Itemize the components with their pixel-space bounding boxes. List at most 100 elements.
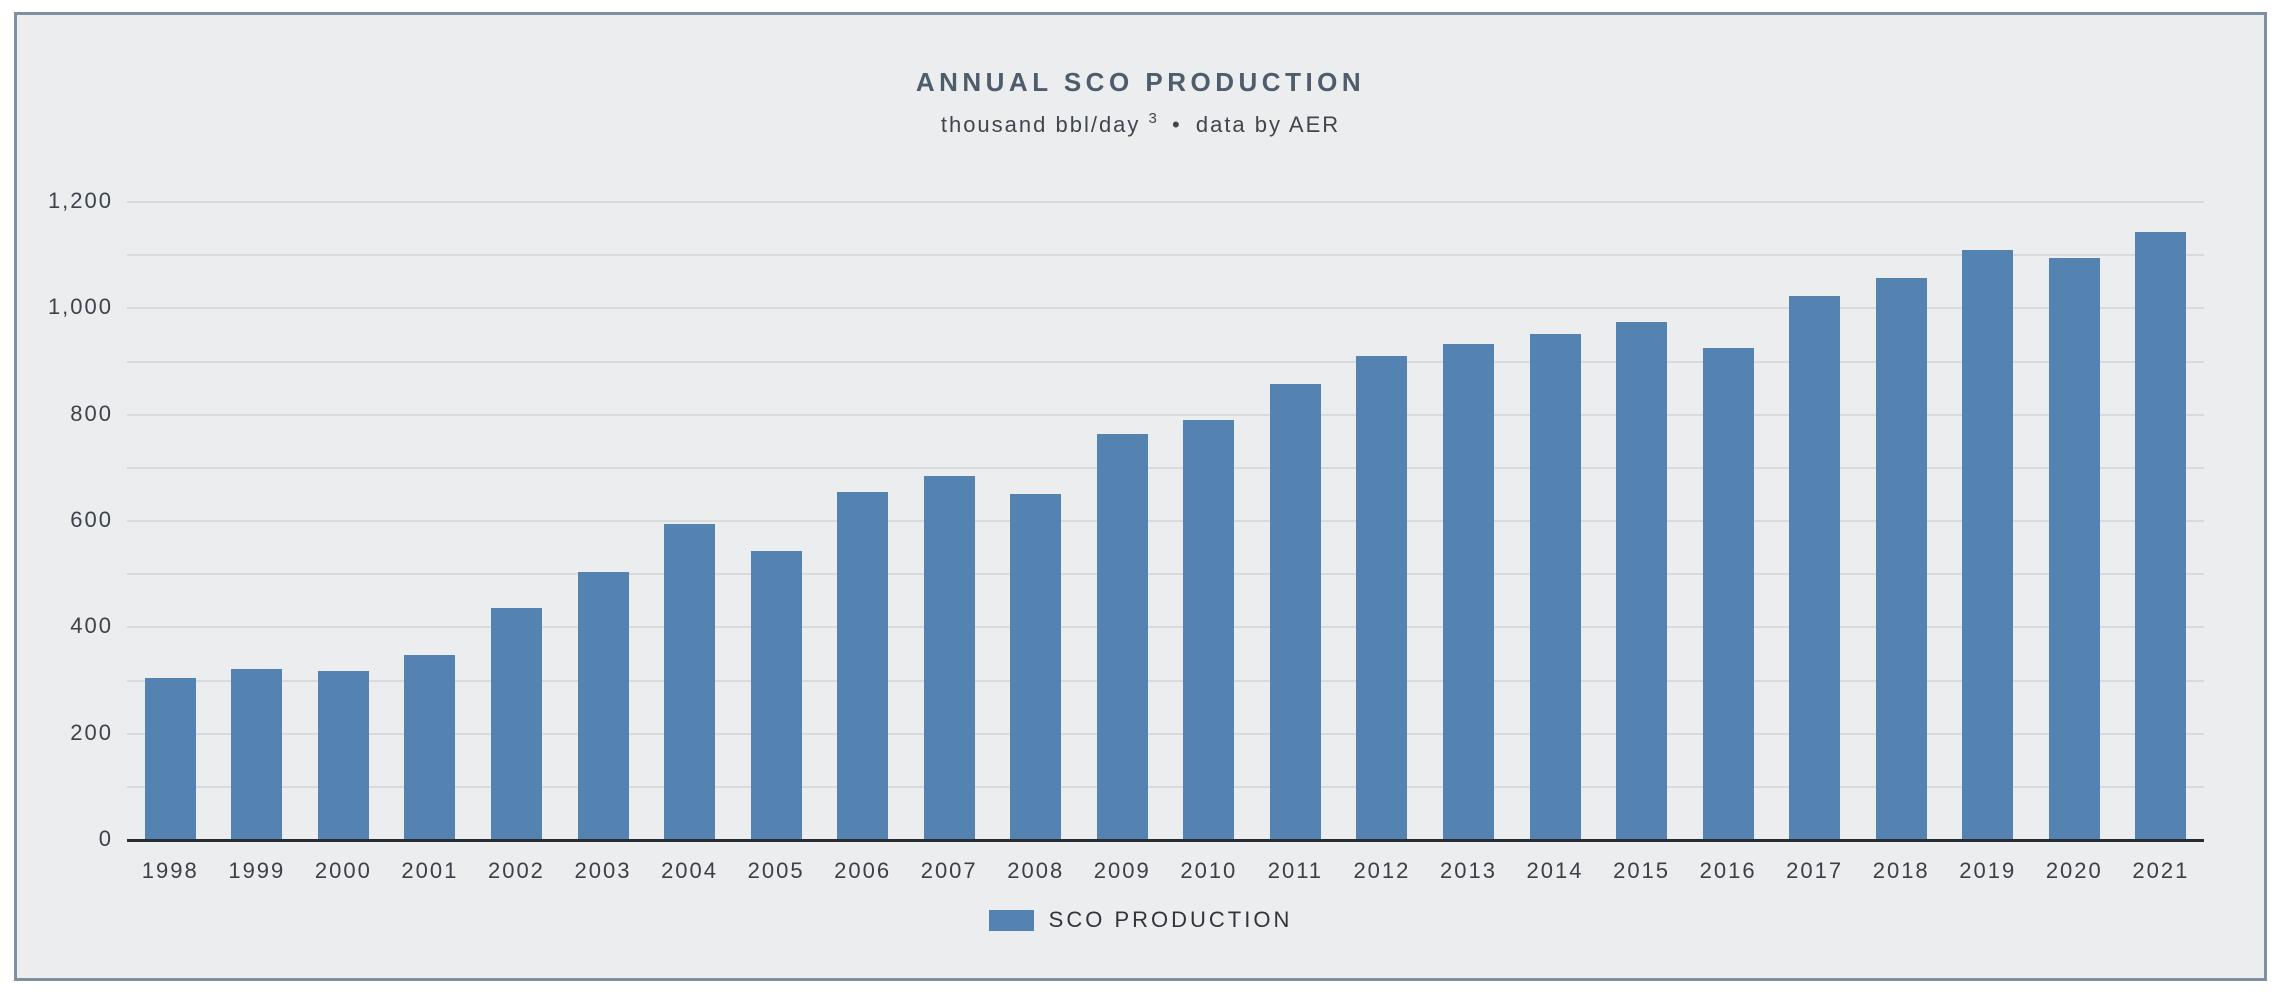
x-tick-label-2002: 2002	[487, 858, 545, 883]
gridline-900	[127, 360, 2204, 363]
bar-column-2019: 2019	[1944, 203, 2031, 883]
plot-area: 0 200 400 600 800 1,000 1,200 1998 1999 2000 2001…	[48, 188, 2205, 883]
bar-2004[interactable]	[664, 523, 716, 841]
x-tick-label-2000: 2000	[314, 858, 372, 883]
subtitle-source: data by AER	[1195, 112, 1341, 137]
bar-2001[interactable]	[404, 655, 456, 841]
bar-1999[interactable]	[231, 669, 283, 841]
legend-label: SCO PRODUCTION	[1048, 907, 1293, 932]
gridline-1000	[127, 307, 2204, 310]
bar-column-1998: 1998	[127, 203, 214, 883]
gridline-700	[127, 466, 2204, 469]
bar-2015[interactable]	[1616, 321, 1668, 841]
subtitle-units: thousand bbl/day	[940, 112, 1141, 137]
y-tick-label-800: 800	[70, 400, 113, 426]
x-tick-label-1998: 1998	[141, 858, 199, 883]
gridline-800	[127, 413, 2204, 416]
x-tick-label-2020: 2020	[2045, 858, 2103, 883]
chart-title: ANNUAL SCO PRODUCTION	[915, 67, 1366, 97]
bar-2019[interactable]	[1962, 250, 2014, 841]
x-tick-label-2017: 2017	[1786, 858, 1844, 883]
bar-column-2005: 2005	[733, 203, 820, 883]
chart-subtitle: thousand bbl/day 3 • data by AER	[17, 110, 2264, 138]
bar-column-2021: 2021	[2118, 203, 2205, 883]
bar-2011[interactable]	[1269, 384, 1321, 841]
bar-2007[interactable]	[923, 476, 975, 841]
subtitle-separator: •	[1172, 112, 1182, 137]
bar-column-2006: 2006	[819, 203, 906, 883]
x-tick-label-2016: 2016	[1699, 858, 1757, 883]
y-tick-label-0: 0	[98, 826, 113, 851]
bar-2006[interactable]	[837, 491, 889, 841]
x-tick-label-2010: 2010	[1180, 858, 1238, 883]
bar-column-2014: 2014	[1512, 203, 1599, 883]
x-tick-label-1999: 1999	[228, 858, 286, 883]
bar-column-2003: 2003	[560, 203, 647, 883]
bar-2021[interactable]	[2135, 232, 2187, 841]
x-tick-label-2013: 2013	[1439, 858, 1497, 883]
bar-2012[interactable]	[1356, 356, 1408, 841]
bar-column-2018: 2018	[1858, 203, 1945, 883]
bar-column-2017: 2017	[1771, 203, 1858, 883]
y-tick-label-1000: 1,000	[47, 294, 113, 320]
bar-2005[interactable]	[750, 551, 802, 841]
gridline-600	[127, 520, 2204, 522]
x-tick-label-2018: 2018	[1872, 858, 1930, 883]
bar-column-2016: 2016	[1685, 203, 1772, 883]
gridline-100	[127, 785, 2204, 788]
bar-2020[interactable]	[2048, 258, 2100, 841]
bar-column-2010: 2010	[1166, 203, 1253, 883]
chart-header: ANNUAL SCO PRODUCTION thousand bbl/day 3…	[17, 67, 2264, 138]
bar-2003[interactable]	[577, 571, 629, 841]
y-tick-label-600: 600	[70, 507, 113, 532]
bar-column-2013: 2013	[1425, 203, 1512, 883]
bar-2000[interactable]	[317, 671, 369, 841]
x-tick-label-2015: 2015	[1613, 858, 1671, 883]
x-tick-label-2005: 2005	[747, 858, 805, 883]
x-tick-label-2007: 2007	[920, 858, 978, 883]
x-tick-label-2012: 2012	[1353, 858, 1411, 883]
bar-series: 1998 1999 2000 2001 2002 2003 2004 2005 2006 2007…	[127, 203, 2205, 883]
bar-column-1999: 1999	[214, 203, 301, 883]
x-tick-label-2009: 2009	[1093, 858, 1151, 883]
x-tick-label-2021: 2021	[2132, 858, 2190, 883]
gridline-1200	[127, 201, 2204, 203]
bar-2018[interactable]	[1875, 277, 1927, 841]
legend[interactable]: SCO PRODUCTION	[17, 907, 2264, 933]
bar-2009[interactable]	[1096, 434, 1148, 841]
gridline-300	[127, 679, 2204, 682]
gridline-1100	[127, 254, 2204, 257]
subtitle-footnote-marker: 3	[1148, 110, 1158, 127]
x-tick-label-2003: 2003	[574, 858, 632, 883]
gridline-500	[127, 573, 2204, 576]
bar-column-2004: 2004	[646, 203, 733, 883]
chart-panel: ANNUAL SCO PRODUCTION thousand bbl/day 3…	[14, 12, 2267, 981]
x-tick-label-2008: 2008	[1007, 858, 1065, 883]
bar-column-2008: 2008	[992, 203, 1079, 883]
bar-2010[interactable]	[1183, 420, 1235, 841]
y-tick-label-1200: 1,200	[47, 188, 113, 213]
bar-column-2007: 2007	[906, 203, 993, 883]
x-tick-label-2014: 2014	[1526, 858, 1584, 883]
bar-2017[interactable]	[1789, 296, 1841, 841]
bar-column-2020: 2020	[2031, 203, 2118, 883]
x-tick-label-2019: 2019	[1959, 858, 2017, 883]
bar-column-2002: 2002	[473, 203, 560, 883]
bar-column-2011: 2011	[1252, 203, 1339, 883]
x-tick-label-2004: 2004	[661, 858, 719, 883]
bar-2002[interactable]	[490, 608, 542, 841]
bar-2014[interactable]	[1529, 334, 1581, 841]
x-tick-label-2006: 2006	[834, 858, 892, 883]
y-tick-label-200: 200	[70, 719, 113, 745]
bar-1998[interactable]	[144, 677, 196, 841]
bar-2016[interactable]	[1702, 348, 1754, 841]
bar-column-2012: 2012	[1339, 203, 1426, 883]
y-tick-label-400: 400	[70, 613, 113, 639]
bar-column-2009: 2009	[1079, 203, 1166, 883]
bar-column-2015: 2015	[1598, 203, 1685, 883]
bar-2013[interactable]	[1442, 344, 1494, 841]
bar-2008[interactable]	[1010, 494, 1062, 841]
x-tick-label-2011: 2011	[1267, 858, 1324, 883]
legend-swatch	[988, 909, 1034, 931]
gridline-200	[127, 732, 2204, 735]
